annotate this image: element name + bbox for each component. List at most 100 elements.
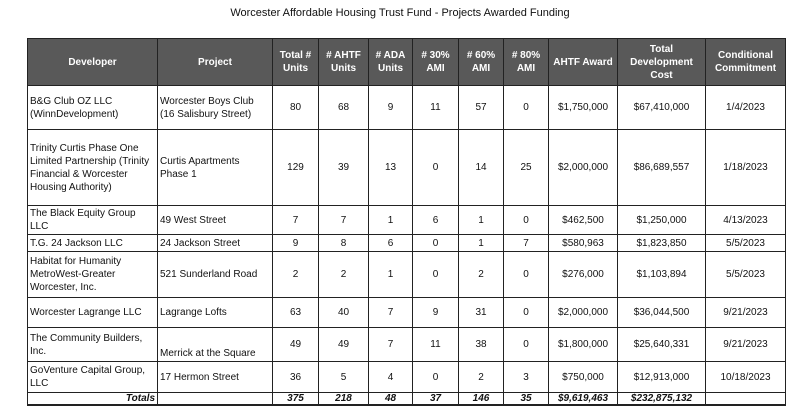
value-cell: 0 bbox=[503, 85, 549, 130]
column-header: # AHTF Units bbox=[318, 38, 369, 86]
value-cell: 0 bbox=[503, 251, 549, 298]
value-cell: 9 bbox=[412, 297, 459, 328]
table-row: Habitat for Humanity MetroWest-Greater W… bbox=[27, 251, 786, 298]
value-cell: 10/18/2023 bbox=[705, 361, 786, 393]
totals-cell bbox=[705, 392, 786, 406]
value-cell: 14 bbox=[458, 129, 504, 206]
project-cell: Curtis Apartments Phase 1 bbox=[157, 129, 273, 206]
developer-cell: T.G. 24 Jackson LLC bbox=[27, 234, 158, 252]
table-row: The Black Equity Group LLC 49 West Street… bbox=[27, 205, 786, 235]
table-row: The Community Builders, Inc. Merrick at t… bbox=[27, 327, 786, 362]
value-cell: 11 bbox=[412, 327, 459, 362]
value-cell: 38 bbox=[458, 327, 504, 362]
value-cell: $750,000 bbox=[548, 361, 618, 393]
value-cell: 6 bbox=[412, 205, 459, 235]
totals-row: Totals 375 218 48 37 146 35 $9,619,463 $232,875,… bbox=[27, 392, 786, 406]
value-cell: 25 bbox=[503, 129, 549, 206]
value-cell: 4/13/2023 bbox=[705, 205, 786, 235]
value-cell: 9/21/2023 bbox=[705, 327, 786, 362]
totals-cell: 48 bbox=[368, 392, 413, 406]
value-cell: $2,000,000 bbox=[548, 129, 618, 206]
table-row: T.G. 24 Jackson LLC 24 Jackson Street 9 8 6 0… bbox=[27, 234, 786, 252]
value-cell: $1,250,000 bbox=[617, 205, 706, 235]
value-cell: 0 bbox=[412, 234, 459, 252]
value-cell: $1,823,850 bbox=[617, 234, 706, 252]
totals-cell: 146 bbox=[458, 392, 504, 406]
project-cell: 24 Jackson Street bbox=[157, 234, 273, 252]
developer-cell: Habitat for Humanity MetroWest-Greater W… bbox=[27, 251, 158, 298]
value-cell: 3 bbox=[503, 361, 549, 393]
value-cell: $1,800,000 bbox=[548, 327, 618, 362]
project-cell: Lagrange Lofts bbox=[157, 297, 273, 328]
totals-cell: 218 bbox=[318, 392, 369, 406]
value-cell: 4 bbox=[368, 361, 413, 393]
value-cell: 9/21/2023 bbox=[705, 297, 786, 328]
value-cell: $36,044,500 bbox=[617, 297, 706, 328]
project-cell: 17 Hermon Street bbox=[157, 361, 273, 393]
value-cell: 0 bbox=[503, 327, 549, 362]
value-cell: 1 bbox=[458, 205, 504, 235]
value-cell: 1 bbox=[368, 251, 413, 298]
value-cell: 7 bbox=[368, 327, 413, 362]
totals-cell: $232,875,132 bbox=[617, 392, 706, 406]
developer-cell: B&G Club OZ LLC (WinnDevelopment) bbox=[27, 85, 158, 130]
value-cell: $1,103,894 bbox=[617, 251, 706, 298]
developer-cell: GoVenture Capital Group, LLC bbox=[27, 361, 158, 393]
table-row: Worcester Lagrange LLC Lagrange Lofts 63 40… bbox=[27, 297, 786, 328]
value-cell: 5/5/2023 bbox=[705, 234, 786, 252]
value-cell: $12,913,000 bbox=[617, 361, 706, 393]
value-cell: 0 bbox=[412, 129, 459, 206]
project-cell: 521 Sunderland Road bbox=[157, 251, 273, 298]
value-cell: 80 bbox=[272, 85, 319, 130]
value-cell: $67,410,000 bbox=[617, 85, 706, 130]
value-cell: 0 bbox=[503, 297, 549, 328]
value-cell: 9 bbox=[272, 234, 319, 252]
value-cell: $276,000 bbox=[548, 251, 618, 298]
project-cell: 49 West Street bbox=[157, 205, 273, 235]
value-cell: $2,000,000 bbox=[548, 297, 618, 328]
value-cell: 6 bbox=[368, 234, 413, 252]
value-cell: $1,750,000 bbox=[548, 85, 618, 130]
value-cell: 7 bbox=[368, 297, 413, 328]
value-cell: 63 bbox=[272, 297, 319, 328]
totals-cell bbox=[157, 392, 273, 406]
value-cell: 0 bbox=[503, 205, 549, 235]
table-row: Trinity Curtis Phase One Limited Partner… bbox=[27, 129, 786, 206]
value-cell: 40 bbox=[318, 297, 369, 328]
value-cell: 0 bbox=[412, 251, 459, 298]
totals-cell: Totals bbox=[27, 392, 158, 406]
column-header: AHTF Award bbox=[548, 38, 618, 86]
value-cell: 1 bbox=[368, 205, 413, 235]
value-cell: 1/18/2023 bbox=[705, 129, 786, 206]
column-header: Total # Units bbox=[272, 38, 319, 86]
project-cell: Worcester Boys Club (16 Salisbury Street… bbox=[157, 85, 273, 130]
developer-cell: Trinity Curtis Phase One Limited Partner… bbox=[27, 129, 158, 206]
value-cell: 13 bbox=[368, 129, 413, 206]
value-cell: $462,500 bbox=[548, 205, 618, 235]
column-header: # 30% AMI bbox=[412, 38, 459, 86]
column-header: Developer bbox=[27, 38, 158, 86]
value-cell: 2 bbox=[458, 361, 504, 393]
column-header: # 80% AMI bbox=[503, 38, 549, 86]
value-cell: 11 bbox=[412, 85, 459, 130]
value-cell: 8 bbox=[318, 234, 369, 252]
value-cell: 129 bbox=[272, 129, 319, 206]
column-header: Total Development Cost bbox=[617, 38, 706, 86]
value-cell: $580,963 bbox=[548, 234, 618, 252]
value-cell: 7 bbox=[318, 205, 369, 235]
column-header: # ADA Units bbox=[368, 38, 413, 86]
value-cell: 68 bbox=[318, 85, 369, 130]
column-header: # 60% AMI bbox=[458, 38, 504, 86]
value-cell: 31 bbox=[458, 297, 504, 328]
column-header: Project bbox=[157, 38, 273, 86]
totals-cell: 375 bbox=[272, 392, 319, 406]
table-row: B&G Club OZ LLC (WinnDevelopment) Worcest… bbox=[27, 85, 786, 130]
developer-cell: Worcester Lagrange LLC bbox=[27, 297, 158, 328]
totals-cell: 35 bbox=[503, 392, 549, 406]
value-cell: 36 bbox=[272, 361, 319, 393]
value-cell: 5 bbox=[318, 361, 369, 393]
value-cell: 9 bbox=[368, 85, 413, 130]
value-cell: 1 bbox=[458, 234, 504, 252]
developer-cell: The Black Equity Group LLC bbox=[27, 205, 158, 235]
value-cell: 49 bbox=[272, 327, 319, 362]
